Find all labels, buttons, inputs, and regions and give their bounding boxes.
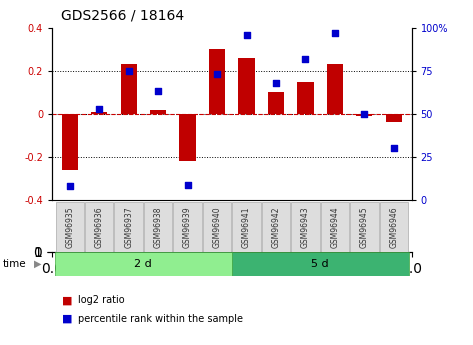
Bar	[85, 202, 114, 252]
Bar	[356, 114, 372, 116]
Text: GDS2566 / 18164: GDS2566 / 18164	[61, 9, 184, 23]
Text: GSM96942: GSM96942	[272, 206, 280, 248]
Bar	[121, 64, 137, 114]
Text: GSM96941: GSM96941	[242, 206, 251, 248]
Bar	[268, 92, 284, 114]
Text: time: time	[2, 259, 26, 269]
Point	[243, 32, 250, 37]
Bar	[232, 202, 261, 252]
Text: ■: ■	[61, 314, 72, 324]
Bar	[327, 64, 343, 114]
Point	[213, 71, 221, 77]
Text: GSM96946: GSM96946	[389, 206, 398, 248]
Text: ■: ■	[61, 295, 72, 305]
Point	[96, 106, 103, 111]
Text: 5 d: 5 d	[311, 259, 329, 269]
Bar	[321, 202, 349, 252]
Text: GSM96937: GSM96937	[124, 206, 133, 248]
Bar	[380, 202, 408, 252]
Text: GSM96939: GSM96939	[183, 206, 192, 248]
Bar	[238, 58, 254, 114]
Text: percentile rank within the sample: percentile rank within the sample	[78, 314, 243, 324]
Bar	[298, 81, 314, 114]
Point	[125, 68, 132, 73]
Bar	[350, 202, 378, 252]
Bar	[114, 202, 143, 252]
Text: GSM96943: GSM96943	[301, 206, 310, 248]
Bar	[209, 49, 225, 114]
Text: ▶: ▶	[34, 259, 42, 269]
Text: GSM96938: GSM96938	[154, 206, 163, 248]
Point	[154, 89, 162, 94]
Text: log2 ratio: log2 ratio	[78, 295, 125, 305]
Bar	[203, 202, 231, 252]
Bar	[291, 202, 320, 252]
Bar	[144, 202, 172, 252]
Text: GSM96940: GSM96940	[212, 206, 221, 248]
Point	[66, 184, 73, 189]
Bar	[55, 202, 84, 252]
Point	[302, 56, 309, 61]
Bar	[174, 202, 201, 252]
Bar	[262, 202, 290, 252]
Bar	[61, 114, 78, 170]
Point	[272, 80, 280, 86]
Point	[360, 111, 368, 117]
Bar	[91, 112, 107, 114]
Point	[331, 30, 339, 36]
Text: GSM96944: GSM96944	[331, 206, 340, 248]
Text: 2 d: 2 d	[134, 259, 152, 269]
Text: GSM96945: GSM96945	[360, 206, 369, 248]
Text: GSM96936: GSM96936	[95, 206, 104, 248]
Bar	[179, 114, 196, 161]
Text: GSM96935: GSM96935	[65, 206, 74, 248]
Bar	[55, 252, 232, 276]
Bar	[232, 252, 409, 276]
Bar	[150, 110, 166, 114]
Bar	[385, 114, 402, 122]
Point	[390, 146, 398, 151]
Point	[184, 182, 192, 187]
